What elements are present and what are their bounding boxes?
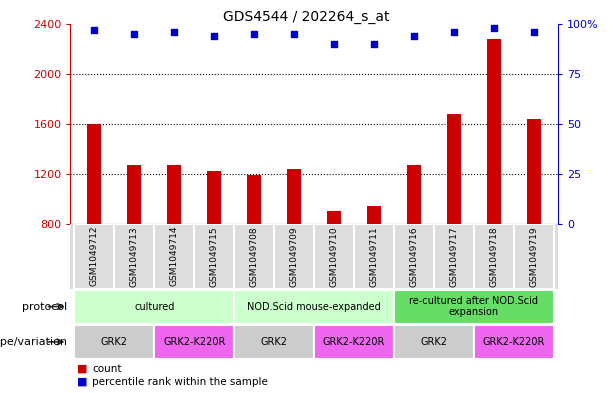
Point [249, 30, 259, 37]
Bar [527, 119, 541, 224]
Text: GSM1049714: GSM1049714 [170, 226, 179, 286]
Bar [115, 224, 154, 289]
Text: ■: ■ [77, 364, 87, 374]
Bar [167, 165, 181, 224]
Text: GSM1049719: GSM1049719 [530, 226, 538, 286]
Text: ■: ■ [77, 377, 87, 387]
Text: GRK2: GRK2 [101, 337, 128, 347]
Text: GSM1049716: GSM1049716 [409, 226, 419, 286]
Bar [247, 174, 261, 224]
Text: GRK2-K220R: GRK2-K220R [163, 337, 226, 347]
Bar [287, 169, 301, 224]
Point [289, 30, 299, 37]
Bar [314, 224, 354, 289]
Bar [394, 224, 434, 289]
Bar [194, 224, 234, 289]
Bar [75, 325, 154, 359]
Text: GRK2: GRK2 [261, 337, 287, 347]
Bar [514, 224, 554, 289]
Point [529, 28, 539, 35]
Bar [234, 290, 394, 323]
Text: GSM1049712: GSM1049712 [90, 226, 99, 286]
Text: GRK2-K220R: GRK2-K220R [323, 337, 386, 347]
Text: GDS4544 / 202264_s_at: GDS4544 / 202264_s_at [223, 10, 390, 24]
Point [329, 40, 339, 47]
Bar [314, 325, 394, 359]
Point [369, 40, 379, 47]
Bar [487, 39, 501, 224]
Bar [154, 224, 194, 289]
Bar [207, 171, 221, 224]
Point [210, 33, 219, 39]
Bar [447, 114, 461, 224]
Text: GSM1049715: GSM1049715 [210, 226, 219, 286]
Bar [354, 224, 394, 289]
Bar [474, 224, 514, 289]
Bar [327, 211, 341, 224]
Text: count: count [92, 364, 121, 374]
Text: GSM1049708: GSM1049708 [249, 226, 259, 286]
Bar [474, 325, 554, 359]
Text: re-cultured after NOD.Scid
expansion: re-cultured after NOD.Scid expansion [409, 296, 538, 317]
Bar [75, 290, 234, 323]
Bar [234, 325, 314, 359]
Bar [367, 206, 381, 224]
Text: percentile rank within the sample: percentile rank within the sample [92, 377, 268, 387]
Text: GSM1049717: GSM1049717 [449, 226, 459, 286]
Text: GSM1049709: GSM1049709 [290, 226, 299, 286]
Point [409, 33, 419, 39]
Text: NOD.Scid mouse-expanded: NOD.Scid mouse-expanded [247, 301, 381, 312]
Bar [154, 325, 234, 359]
Bar [434, 224, 474, 289]
Point [129, 30, 139, 37]
Text: cultured: cultured [134, 301, 175, 312]
Bar [394, 325, 474, 359]
Bar [75, 224, 115, 289]
Text: GRK2: GRK2 [421, 337, 447, 347]
Bar [128, 165, 142, 224]
Text: protocol: protocol [22, 301, 67, 312]
Bar [274, 224, 314, 289]
Text: GSM1049711: GSM1049711 [370, 226, 379, 286]
Bar [88, 124, 102, 224]
Bar [234, 224, 274, 289]
Point [169, 28, 179, 35]
Bar [407, 165, 421, 224]
Point [489, 24, 499, 31]
Text: GSM1049713: GSM1049713 [130, 226, 139, 286]
Point [89, 26, 99, 33]
Text: GSM1049710: GSM1049710 [330, 226, 338, 286]
Text: GRK2-K220R: GRK2-K220R [482, 337, 545, 347]
Text: genotype/variation: genotype/variation [0, 337, 67, 347]
Bar [394, 290, 554, 323]
Point [449, 28, 459, 35]
Text: GSM1049718: GSM1049718 [489, 226, 498, 286]
